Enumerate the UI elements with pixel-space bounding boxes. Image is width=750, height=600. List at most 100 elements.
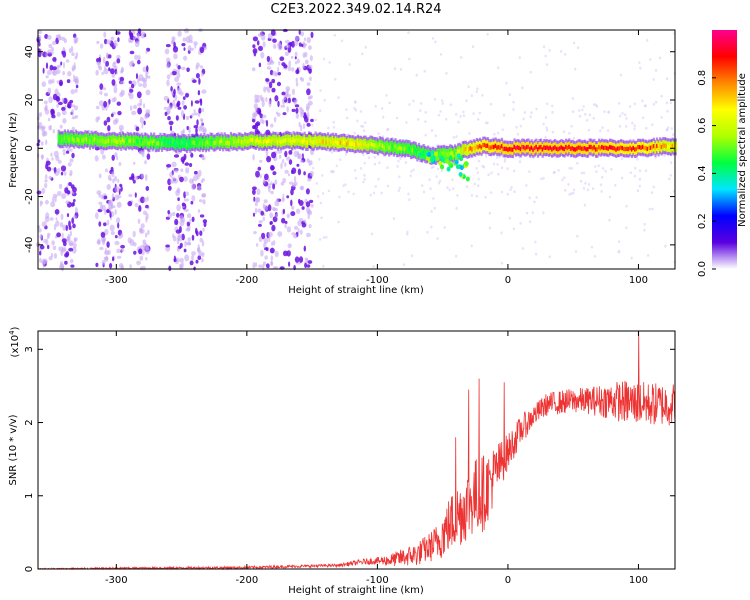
noise-speck	[175, 229, 181, 234]
ridge-core	[63, 135, 66, 140]
noise-speck	[47, 244, 50, 250]
noise-speck	[194, 43, 197, 49]
noise-speck	[176, 204, 181, 212]
ridge-core	[359, 142, 363, 147]
ridge-core	[607, 146, 610, 151]
noise-speck	[278, 41, 281, 48]
noise-speck	[435, 175, 438, 179]
ridge-core	[139, 140, 142, 145]
noise-speck	[570, 124, 573, 128]
noise-speck	[64, 260, 68, 265]
noise-speck	[45, 51, 48, 58]
ridge-core	[579, 145, 582, 150]
noise-speck	[364, 121, 367, 124]
noise-speck	[300, 186, 304, 191]
noise-speck	[337, 220, 340, 224]
noise-speck	[430, 225, 433, 229]
noise-speck	[39, 233, 43, 240]
noise-speck	[405, 121, 408, 124]
noise-speck	[39, 250, 42, 256]
ridge-core	[483, 142, 486, 148]
noise-speck	[568, 193, 571, 196]
noise-speck	[293, 234, 298, 239]
ridge-core	[511, 147, 514, 152]
noise-speck	[291, 108, 296, 113]
noise-speck	[316, 195, 320, 198]
noise-speck	[131, 83, 135, 89]
noise-speck	[307, 209, 311, 215]
noise-speck	[568, 131, 571, 135]
noise-speck	[534, 240, 537, 244]
ridge-core	[82, 138, 85, 143]
noise-speck	[58, 246, 61, 252]
noise-speck	[192, 178, 194, 184]
ridge-core	[126, 138, 129, 143]
ridge-core	[168, 140, 171, 145]
ridge-core	[549, 145, 552, 150]
noise-speck	[45, 139, 48, 146]
noise-speck	[110, 166, 114, 172]
noise-speck	[115, 71, 118, 75]
ridge-core	[546, 145, 549, 150]
noise-speck	[472, 112, 475, 115]
ridge-core	[577, 145, 580, 150]
ridge-core	[192, 140, 195, 145]
noise-speck	[171, 71, 177, 76]
ridge-core	[460, 150, 463, 155]
noise-speck	[306, 111, 310, 119]
ridge-core	[73, 138, 76, 143]
noise-speck	[348, 63, 351, 66]
noise-speck	[465, 185, 469, 189]
noise-speck	[452, 136, 456, 139]
noise-speck	[332, 170, 335, 174]
noise-speck	[382, 115, 385, 119]
noise-speck	[191, 251, 197, 256]
noise-speck	[298, 29, 301, 35]
noise-speck	[67, 71, 72, 77]
ridge-core	[399, 145, 402, 150]
noise-speck	[50, 109, 55, 116]
noise-speck	[354, 176, 358, 180]
noise-speck	[143, 242, 148, 250]
noise-speck	[359, 110, 363, 113]
noise-speck	[455, 113, 458, 116]
ridge-core	[651, 145, 654, 150]
spectrogram-border	[37, 29, 676, 270]
noise-speck	[631, 121, 634, 125]
noise-speck	[424, 111, 427, 114]
noise-speck	[36, 35, 42, 40]
noise-speck	[116, 101, 122, 106]
noise-speck	[53, 253, 58, 259]
noise-speck	[587, 128, 591, 132]
noise-speck	[286, 195, 290, 199]
noise-speck	[134, 202, 139, 208]
ridge-core	[480, 145, 483, 150]
noise-speck	[116, 201, 122, 208]
noise-speck	[186, 213, 192, 219]
noise-speck	[633, 102, 636, 106]
noise-speck	[528, 196, 531, 200]
noise-speck	[488, 211, 491, 215]
ridge-core	[65, 137, 68, 142]
ridge-core	[57, 136, 60, 141]
ridge-core	[222, 140, 225, 146]
ridge-core	[311, 140, 314, 145]
noise-speck	[267, 204, 272, 212]
ridge-core	[441, 151, 444, 156]
noise-speck	[580, 179, 583, 183]
noise-speck	[114, 194, 120, 201]
noise-speck	[564, 189, 567, 192]
snr-line	[37, 330, 676, 571]
ridge-core	[500, 144, 504, 149]
ridge-core	[665, 143, 668, 149]
noise-speck	[180, 66, 186, 70]
noise-speck	[120, 244, 125, 249]
ridge-core	[388, 145, 391, 151]
ridge-core	[300, 138, 303, 144]
noise-speck	[60, 250, 64, 256]
noise-speck	[571, 110, 575, 114]
y-tick-label: 0	[24, 145, 35, 151]
ridge-core	[624, 146, 627, 152]
ridge-core	[281, 139, 284, 144]
noise-speck	[144, 174, 148, 181]
